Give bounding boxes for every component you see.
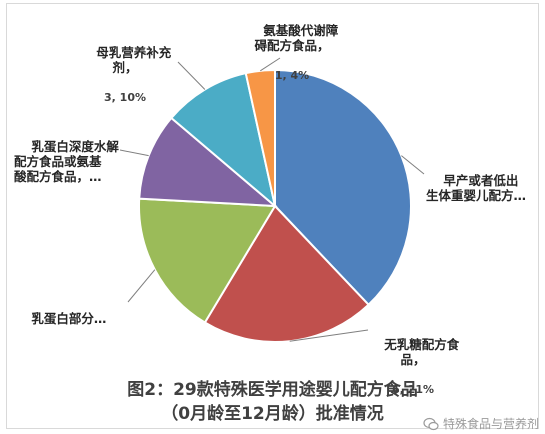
slice-label-s0-name: 早产或者低出 生体重婴儿配方… <box>426 173 527 203</box>
slice-label-s4: 母乳营养补充 剂， 3, 10% <box>70 30 180 135</box>
figure-caption-line2: （0月龄至12月龄）批准情况 <box>161 404 384 424</box>
slice-label-s0: 早产或者低出 生体重婴儿配方… <box>426 158 538 218</box>
slice-label-s1-name: 无乳糖配方食 品， <box>384 337 460 367</box>
figure-caption-line1: 图2：29款特殊医学用途婴儿配方食品 <box>127 380 418 400</box>
slice-label-s5: 氨基酸代谢障 碍配方食品， 1, 4% <box>232 8 352 113</box>
pie-slice-0 <box>274 68 412 307</box>
slice-label-s4-value: 3, 10% <box>104 91 146 104</box>
wechat-icon <box>423 417 439 430</box>
slice-label-s1: 无乳糖配方食 品， 6, 21% <box>358 322 468 427</box>
slice-label-s2: 乳蛋白部分… <box>14 296 124 341</box>
slice-label-s5-value: 1, 4% <box>274 69 310 82</box>
leader-line-5 <box>260 57 281 72</box>
slice-label-s1-value: 6, 21% <box>392 383 434 396</box>
leader-line-1 <box>289 329 369 342</box>
slice-label-s5-name: 氨基酸代谢障 碍配方食品， <box>254 23 339 53</box>
watermark: 特殊食品与营养剂 <box>423 415 539 432</box>
slice-label-s2-name: 乳蛋白部分… <box>31 311 107 326</box>
slice-label-s4-name: 母乳营养补充 剂， <box>96 45 172 75</box>
watermark-text: 特殊食品与营养剂 <box>442 417 539 431</box>
leader-line-4 <box>177 61 206 90</box>
leader-line-2 <box>127 269 156 303</box>
leader-line-0 <box>401 155 425 175</box>
chart-frame <box>6 3 539 429</box>
leader-line-3 <box>119 149 149 157</box>
slice-label-s3: 乳蛋白深度水解 配方食品或氨基 酸配方食品，… <box>14 124 134 199</box>
slice-label-s3-name: 乳蛋白深度水解 配方食品或氨基 酸配方食品，… <box>14 139 119 184</box>
